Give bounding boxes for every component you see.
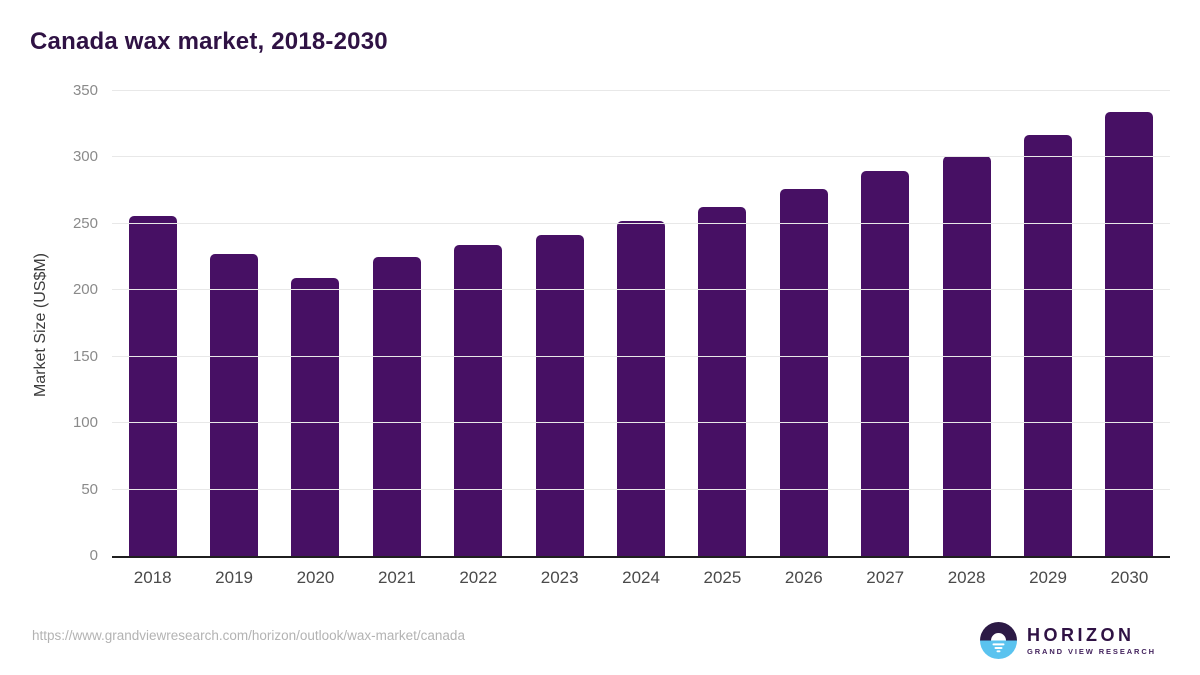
logo-subtitle: GRAND VIEW RESEARCH — [1026, 646, 1156, 656]
gridline-250 — [112, 222, 1170, 224]
x-label-2020: 2020 — [296, 568, 335, 587]
bar-slot-2024 — [600, 91, 681, 556]
bar-slot-2028 — [926, 91, 1007, 556]
bar-2027[interactable] — [861, 170, 910, 556]
y-tick-label-350: 350 — [72, 82, 98, 99]
y-tick-label-300: 300 — [72, 148, 98, 166]
x-axis-labels: 2018 2019 2020 2021 2022 2023 2024 2025 2026 2027… — [112, 568, 1170, 588]
x-label-2023: 2023 — [540, 568, 579, 587]
x-label-2022: 2022 — [459, 568, 498, 587]
source-url: https://www.grandviewresearch.com/horizo… — [32, 628, 465, 643]
bar-slot-2021 — [356, 91, 437, 556]
bar-2019[interactable] — [210, 254, 259, 556]
plot-area: 0 50 100 150 200 250 300 350 — [73, 83, 1170, 564]
bar-2023[interactable] — [535, 234, 584, 556]
x-label-2027: 2027 — [866, 568, 905, 587]
x-label-2025: 2025 — [703, 568, 742, 587]
logo-name: HORIZON — [1026, 624, 1135, 645]
bar-slot-2026 — [763, 91, 844, 556]
bar-slot-2018 — [112, 91, 193, 556]
bar-2020[interactable] — [291, 278, 340, 556]
y-tick-label-50: 50 — [81, 480, 98, 498]
bar-slot-2030 — [1089, 91, 1170, 556]
x-label-2021: 2021 — [377, 568, 416, 587]
bar-slot-2025 — [682, 91, 763, 556]
y-tick-label-0: 0 — [89, 547, 98, 564]
bar-slot-2020 — [275, 91, 356, 556]
bar-slot-2019 — [193, 91, 274, 556]
horizon-logo: HORIZON GRAND VIEW RESEARCH — [979, 622, 1156, 659]
bar-2026[interactable] — [779, 189, 828, 556]
bar-slot-2022 — [438, 91, 519, 556]
bar-2024[interactable] — [617, 221, 666, 556]
x-label-2019: 2019 — [215, 568, 253, 587]
bar-2029[interactable] — [1023, 134, 1072, 556]
y-tick-label-100: 100 — [72, 414, 98, 432]
bar-slot-2023 — [519, 91, 600, 556]
bar-slot-2029 — [1007, 91, 1088, 556]
x-label-2018: 2018 — [133, 568, 172, 587]
x-label-2028: 2028 — [947, 568, 986, 587]
gridline-350 — [112, 90, 1170, 91]
bar-2025[interactable] — [698, 206, 747, 556]
gridline-50 — [112, 488, 1170, 490]
x-label-2024: 2024 — [622, 568, 660, 587]
gridline-300 — [112, 156, 1170, 158]
gridline-100 — [112, 422, 1170, 424]
bar-2021[interactable] — [372, 257, 421, 556]
bars-row — [112, 91, 1170, 556]
gridline-150 — [112, 355, 1170, 357]
gridline-200 — [112, 289, 1170, 291]
bar-2030[interactable] — [1105, 112, 1154, 556]
chart-title: Canada wax market, 2018-2030 — [30, 28, 388, 55]
x-label-2026: 2026 — [784, 568, 823, 587]
x-label-2029: 2029 — [1029, 568, 1067, 587]
y-tick-label-250: 250 — [72, 214, 98, 232]
horizon-logo-icon — [979, 622, 1017, 659]
y-axis-title-text: Market Size (US$M) — [32, 252, 49, 397]
y-tick-label-200: 200 — [72, 281, 98, 299]
bar-2018[interactable] — [128, 215, 177, 556]
bar-2022[interactable] — [454, 245, 503, 556]
bar-slot-2027 — [845, 91, 926, 556]
y-tick-label-150: 150 — [72, 347, 98, 365]
x-label-2030: 2030 — [1110, 568, 1149, 587]
logo-text: HORIZON GRAND VIEW RESEARCH — [1026, 624, 1156, 656]
